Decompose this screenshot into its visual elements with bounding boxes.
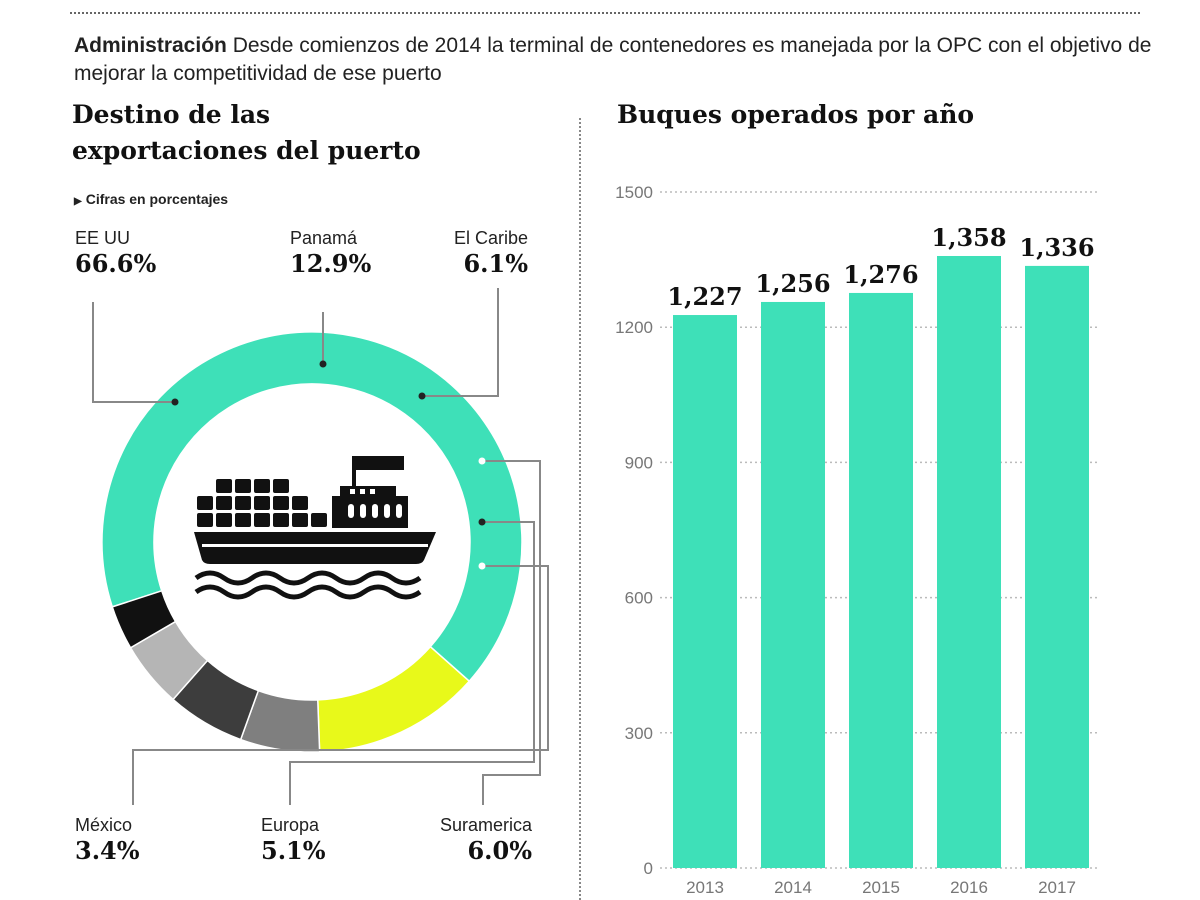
label-suramerica-pct: 6.0% — [467, 836, 532, 865]
top-dotted-rule — [70, 12, 1140, 14]
leader-line-eeuu — [92, 302, 175, 403]
label-panama: Panamá 12.9% — [290, 228, 371, 278]
leader-line-suramerica — [482, 460, 541, 805]
donut-note-text: Cifras en porcentajes — [85, 191, 229, 207]
x-tick-label: 2017 — [1038, 878, 1076, 897]
intro-lead: Administración — [74, 34, 227, 57]
label-mexico: México 3.4% — [75, 815, 140, 865]
y-tick-label: 900 — [625, 453, 653, 472]
y-tick-label: 1500 — [615, 183, 653, 202]
donut-title-line2: exportaciones del puerto — [72, 136, 421, 165]
bar-2013 — [673, 315, 737, 868]
label-eeuu-pct: 66.6% — [75, 249, 157, 278]
label-caribe-pct: 6.1% — [463, 249, 528, 278]
label-suramerica-name: Suramerica — [439, 815, 532, 835]
leader-line-europa — [289, 521, 535, 805]
donut-slice-ee-uu — [101, 331, 523, 683]
bar-value-label: 1,256 — [755, 269, 830, 298]
bar-2014 — [761, 301, 825, 868]
leader-line-caribe — [422, 288, 499, 397]
bar-2017 — [1025, 265, 1089, 869]
donut-title: Destino de las exportaciones del puerto — [72, 97, 421, 169]
y-tick-label: 0 — [644, 859, 653, 878]
label-panama-pct: 12.9% — [290, 249, 372, 278]
label-mexico-pct: 3.4% — [75, 836, 140, 865]
panel-divider — [579, 118, 581, 900]
leader-dots — [171, 360, 486, 570]
label-eeuu: EE UU 66.6% — [75, 228, 156, 278]
leader-line-mexico — [132, 565, 549, 805]
bar-value-label: 1,276 — [843, 260, 918, 289]
label-mexico-name: México — [75, 815, 133, 835]
bar-marks: 1,227 2013 1,256 2014 1,276 2015 1,358 2016 1,33… — [667, 223, 1094, 897]
intro-text: Administración Desde comienzos de 2014 l… — [74, 32, 1154, 88]
bar-2015 — [849, 292, 913, 868]
leader-dot-europa — [478, 518, 486, 526]
donut-segments — [101, 331, 523, 753]
cargo-ship-icon — [194, 456, 436, 600]
label-eeuu-name: EE UU — [75, 228, 131, 248]
leader-lines — [92, 288, 549, 805]
x-tick-label: 2014 — [774, 878, 812, 897]
y-tick-label: 600 — [625, 589, 653, 608]
leader-dot-caribe — [418, 392, 426, 400]
x-tick-label: 2013 — [686, 878, 724, 897]
donut-slice-m-xico — [111, 589, 177, 649]
intro-body: Desde comienzos de 2014 la terminal de c… — [74, 34, 1152, 85]
x-tick-label: 2015 — [862, 878, 900, 897]
y-tick-label: 1200 — [615, 318, 653, 337]
triangle-icon: ▶ — [74, 196, 82, 207]
label-europa-name: Europa — [261, 815, 320, 835]
donut-slice-panam- — [316, 645, 471, 753]
bar-value-label: 1,358 — [931, 223, 1006, 252]
leader-dot-suramerica — [478, 457, 486, 465]
label-europa: Europa 5.1% — [261, 815, 326, 865]
label-europa-pct: 5.1% — [261, 836, 326, 865]
leader-dot-eeuu — [171, 398, 179, 406]
label-caribe: El Caribe 6.1% — [410, 228, 528, 278]
leader-dot-panama — [319, 360, 327, 368]
bar-value-label: 1,227 — [667, 282, 742, 311]
donut-note: ▶ Cifras en porcentajes — [74, 191, 228, 207]
leader-dot-mexico — [478, 562, 486, 570]
label-caribe-name: El Caribe — [453, 228, 528, 248]
donut-title-line1: Destino de las — [72, 100, 271, 129]
donut-chart — [92, 288, 549, 805]
bar-title: Buques operados por año — [617, 100, 975, 129]
bar-value-label: 1,336 — [1019, 233, 1094, 262]
x-tick-label: 2016 — [950, 878, 988, 897]
y-tick-label: 300 — [625, 724, 653, 743]
label-suramerica: Suramerica 6.0% — [400, 815, 532, 865]
bar-2016 — [937, 255, 1001, 869]
label-panama-name: Panamá — [290, 228, 358, 248]
